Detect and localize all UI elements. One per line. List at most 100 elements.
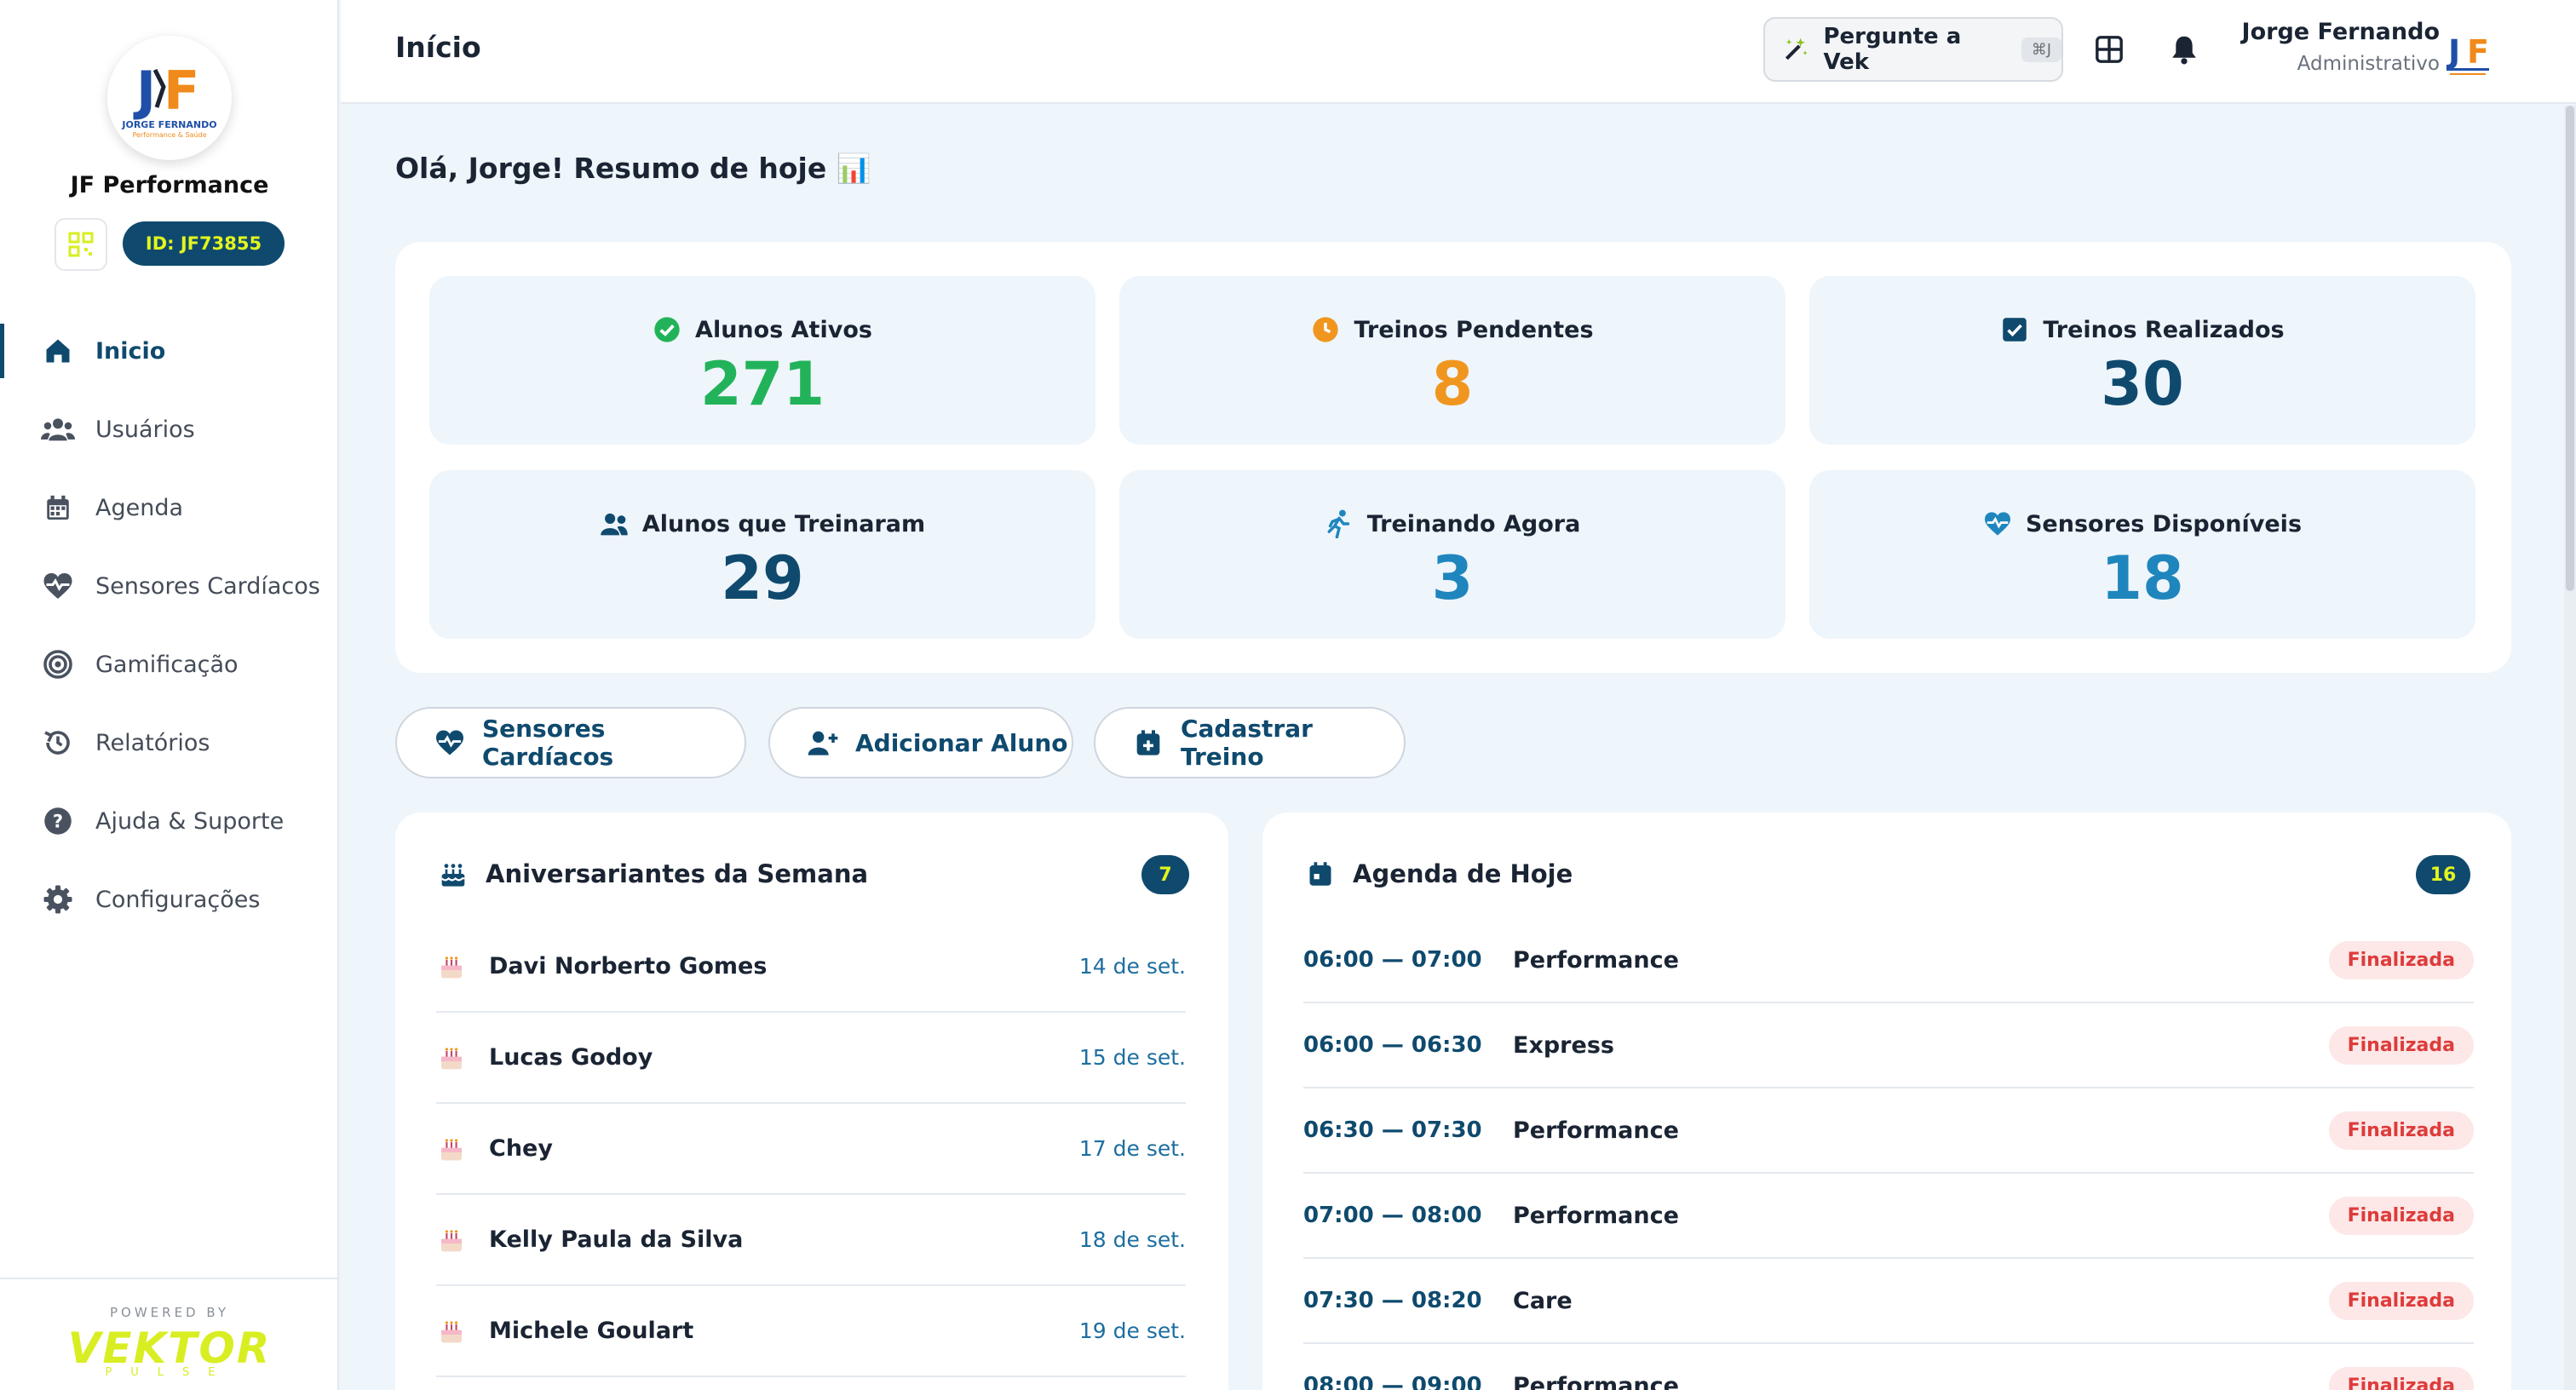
cake-icon <box>436 951 467 982</box>
birthdays-panel: Aniversariantes da Semana 7 Davi Norbert… <box>395 813 1228 1390</box>
session-time: 07:00 — 08:00 <box>1303 1203 1482 1228</box>
agenda-title-row: Agenda de Hoje <box>1305 859 1573 889</box>
stat-label: Sensores Disponíveis <box>2025 510 2303 537</box>
stat-card-treinando-agora[interactable]: Treinando Agora 3 <box>1119 470 1785 639</box>
qr-code-button[interactable] <box>55 218 107 271</box>
birthdays-list: Davi Norberto Gomes 14 de set. Lucas God… <box>436 922 1186 1377</box>
stats-panel: Alunos Ativos 271 Treinos Pendentes 8 Tr… <box>395 242 2511 673</box>
birthday-date: 17 de set. <box>1078 1136 1186 1161</box>
sidebar-item-configuracoes[interactable]: Configurações <box>0 860 339 939</box>
bell-icon <box>2172 36 2196 65</box>
stat-value: 271 <box>699 349 825 419</box>
cake-icon <box>436 1225 467 1255</box>
sidebar: J F JORGE FERNANDO Performance & Saúde J… <box>0 0 339 1390</box>
stat-label: Treinos Pendentes <box>1354 316 1594 343</box>
cake-icon <box>436 1316 467 1347</box>
pulse-label: PULSE <box>105 1366 234 1379</box>
sidebar-item-sensores[interactable]: Sensores Cardíacos <box>0 547 339 625</box>
cadastrar-treino-button[interactable]: Cadastrar Treino <box>1094 707 1406 778</box>
birthdays-count-badge: 7 <box>1141 855 1189 894</box>
table-row[interactable]: 08:00 — 09:00 Performance Finalizada <box>1303 1344 2474 1390</box>
stat-label-row: Alunos Ativos <box>429 315 1095 344</box>
stat-card-sensores-disponiveis[interactable]: Sensores Disponíveis 18 <box>1809 470 2475 639</box>
sidebar-item-inicio[interactable]: Inicio <box>0 312 339 390</box>
notifications-button[interactable] <box>2165 31 2203 68</box>
table-row[interactable]: 06:00 — 07:00 Performance Finalizada <box>1303 918 2474 1003</box>
help-icon: ? <box>39 802 77 840</box>
stat-label-row: Treinos Realizados <box>1809 315 2475 344</box>
session-time: 08:00 — 09:00 <box>1303 1373 1482 1390</box>
sidebar-item-relatorios[interactable]: Relatórios <box>0 704 339 782</box>
session-name: Performance <box>1513 1372 1679 1390</box>
gear-icon <box>39 881 77 918</box>
cake-icon <box>436 1134 467 1164</box>
sidebar-item-gamificacao[interactable]: Gamificação <box>0 625 339 704</box>
table-row[interactable]: 06:00 — 06:30 Express Finalizada <box>1303 1003 2474 1088</box>
birthday-date: 18 de set. <box>1078 1227 1186 1252</box>
sidebar-footer: POWERED BY VEKTOR PULSE <box>0 1278 339 1390</box>
table-row[interactable]: 06:30 — 07:30 Performance Finalizada <box>1303 1088 2474 1174</box>
org-name: JF Performance <box>70 172 269 198</box>
sidebar-item-agenda[interactable]: Agenda <box>0 468 339 547</box>
list-item[interactable]: Kelly Paula da Silva 18 de set. <box>436 1195 1186 1286</box>
running-icon <box>1325 509 1354 538</box>
sidebar-item-label: Ajuda & Suporte <box>95 807 285 835</box>
scrollbar-thumb[interactable] <box>2566 106 2574 591</box>
list-item[interactable]: Chey 17 de set. <box>436 1104 1186 1195</box>
ask-vek-button[interactable]: Pergunte a Vek ⌘J <box>1763 17 2063 82</box>
stat-value: 29 <box>721 543 804 613</box>
stat-value: 3 <box>1431 543 1474 613</box>
svg-text:J: J <box>2446 33 2460 71</box>
session-time: 06:30 — 07:30 <box>1303 1117 1482 1143</box>
birthdays-title-row: Aniversariantes da Semana <box>438 859 868 889</box>
sidebar-item-label: Agenda <box>95 494 184 521</box>
list-item[interactable]: Davi Norberto Gomes 14 de set. <box>436 922 1186 1013</box>
session-name: Performance <box>1513 1117 1679 1144</box>
table-row[interactable]: 07:30 — 08:20 Care Finalizada <box>1303 1259 2474 1344</box>
list-item[interactable]: Lucas Godoy 15 de set. <box>436 1013 1186 1104</box>
session-name: Performance <box>1513 1202 1679 1229</box>
list-item[interactable]: Michele Goulart 19 de set. <box>436 1286 1186 1377</box>
table-row[interactable]: 07:00 — 08:00 Performance Finalizada <box>1303 1174 2474 1259</box>
sensores-cardiacos-button[interactable]: Sensores Cardíacos <box>395 707 746 778</box>
user-name: Jorge Fernando <box>2241 19 2440 45</box>
stat-label: Alunos que Treinaram <box>641 510 926 537</box>
status-badge: Finalizada <box>2328 940 2474 979</box>
session-time: 06:00 — 06:30 <box>1303 1032 1482 1058</box>
org-logo: J F JORGE FERNANDO Performance & Saúde <box>107 36 232 160</box>
apps-grid-icon <box>2096 36 2123 63</box>
birthday-name: Davi Norberto Gomes <box>489 953 768 979</box>
birthdays-title: Aniversariantes da Semana <box>486 859 869 888</box>
quick-action-label: Cadastrar Treino <box>1180 715 1313 771</box>
cake-icon <box>436 1042 467 1073</box>
quick-action-label: Adicionar Aluno <box>855 728 1068 757</box>
sidebar-nav: Inicio Usuários Agenda Sensores Cardíaco… <box>0 312 339 939</box>
stat-value: 30 <box>2101 349 2184 419</box>
sidebar-item-usuarios[interactable]: Usuários <box>0 390 339 468</box>
stat-card-alunos-treinaram[interactable]: Alunos que Treinaram 29 <box>429 470 1095 639</box>
birthday-name: Lucas Godoy <box>489 1044 653 1071</box>
status-badge: Finalizada <box>2328 1366 2474 1390</box>
sidebar-item-label: Gamificação <box>95 651 239 678</box>
stat-card-treinos-pendentes[interactable]: Treinos Pendentes 8 <box>1119 276 1785 445</box>
session-time: 06:00 — 07:00 <box>1303 947 1482 973</box>
apps-grid-button[interactable] <box>2090 31 2128 68</box>
sidebar-item-ajuda[interactable]: ? Ajuda & Suporte <box>0 782 339 860</box>
status-badge: Finalizada <box>2328 1025 2474 1065</box>
stat-label-row: Treinos Pendentes <box>1119 315 1785 344</box>
agenda-title: Agenda de Hoje <box>1353 859 1573 888</box>
adicionar-aluno-button[interactable]: Adicionar Aluno <box>768 707 1073 778</box>
user-avatar[interactable]: J F <box>2436 20 2499 83</box>
stat-card-alunos-ativos[interactable]: Alunos Ativos 271 <box>429 276 1095 445</box>
page-scrollbar[interactable] <box>2564 106 2576 1390</box>
logo-line1: JORGE FERNANDO <box>122 119 217 130</box>
stat-label: Alunos Ativos <box>695 316 872 343</box>
birthday-name: Michele Goulart <box>489 1318 694 1344</box>
people-icon <box>600 509 629 538</box>
birthday-name: Kelly Paula da Silva <box>489 1226 744 1253</box>
birthday-date: 14 de set. <box>1078 954 1186 979</box>
cake-icon <box>438 859 469 889</box>
stat-card-treinos-realizados[interactable]: Treinos Realizados 30 <box>1809 276 2475 445</box>
sidebar-item-label: Usuários <box>95 416 195 443</box>
logo-line2: Performance & Saúde <box>132 131 207 139</box>
